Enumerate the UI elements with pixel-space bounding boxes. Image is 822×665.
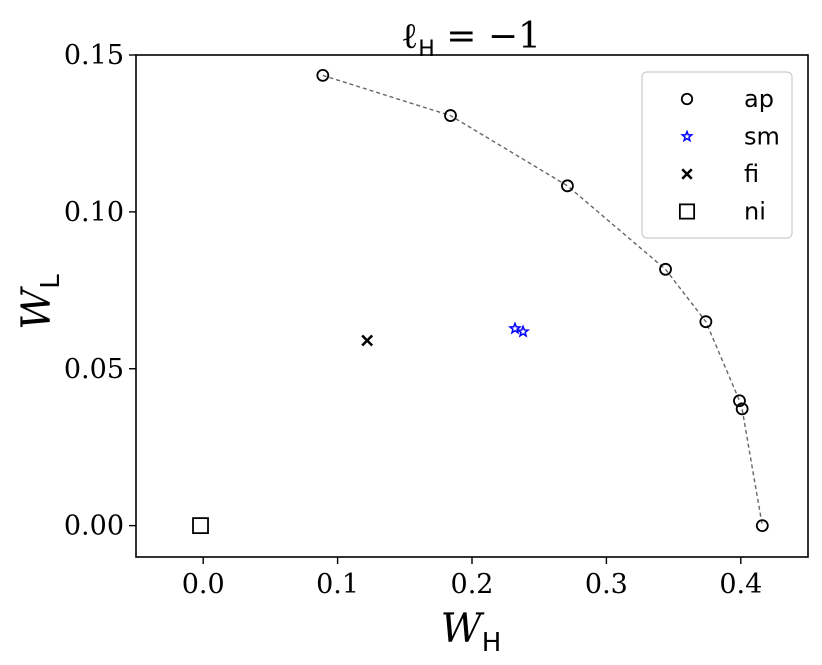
legend-label-ni: ni: [744, 198, 766, 226]
series-ap-point: [316, 68, 330, 82]
y-tick-label: 0.15: [64, 40, 124, 71]
series-sm-point: [516, 324, 531, 338]
y-tick-label: 0.05: [64, 354, 124, 385]
series-fi-point: [361, 334, 374, 347]
chart-title: ℓH = −1: [401, 16, 541, 62]
legend-label-fi: fi: [744, 160, 759, 188]
axis-ticks: 0.0 0.1 0.2 0.3 0.4 0.00 0.05 0.10 0.15: [64, 40, 762, 600]
legend-label-sm: sm: [744, 123, 780, 151]
series-ap-point: [699, 315, 713, 329]
legend-marker-ni: [678, 203, 696, 220]
x-tick-label: 0.3: [585, 569, 628, 600]
legend-marker-fi: [681, 168, 693, 180]
series-ap-point: [733, 394, 746, 408]
legend-marker-sm: [680, 129, 694, 143]
x-tick-label: 0.0: [182, 569, 225, 600]
x-tick-label: 0.2: [451, 569, 494, 600]
series-ap-point: [735, 402, 749, 416]
x-tick-label: 0.1: [316, 569, 359, 600]
y-axis-label: WL: [14, 274, 66, 330]
y-tick-label: 0.00: [64, 511, 124, 542]
series-ap-point: [659, 262, 672, 276]
series-ap-line: [322, 74, 763, 526]
series-ni-point: [192, 517, 209, 535]
series-ap-point: [755, 519, 769, 533]
legend-box: [641, 71, 793, 239]
series-ap-point: [444, 109, 457, 122]
series-ap-point: [561, 179, 574, 193]
legend-label-ap: ap: [744, 85, 774, 113]
y-tick-label: 0.10: [64, 197, 124, 228]
legend-marker-ap: [680, 92, 694, 106]
x-tick-label: 0.4: [719, 569, 762, 600]
data-marks: [192, 68, 769, 535]
legend: ap sm fi ni: [641, 71, 793, 239]
series-sm-point: [508, 321, 522, 335]
x-axis-label: WH: [441, 606, 502, 658]
